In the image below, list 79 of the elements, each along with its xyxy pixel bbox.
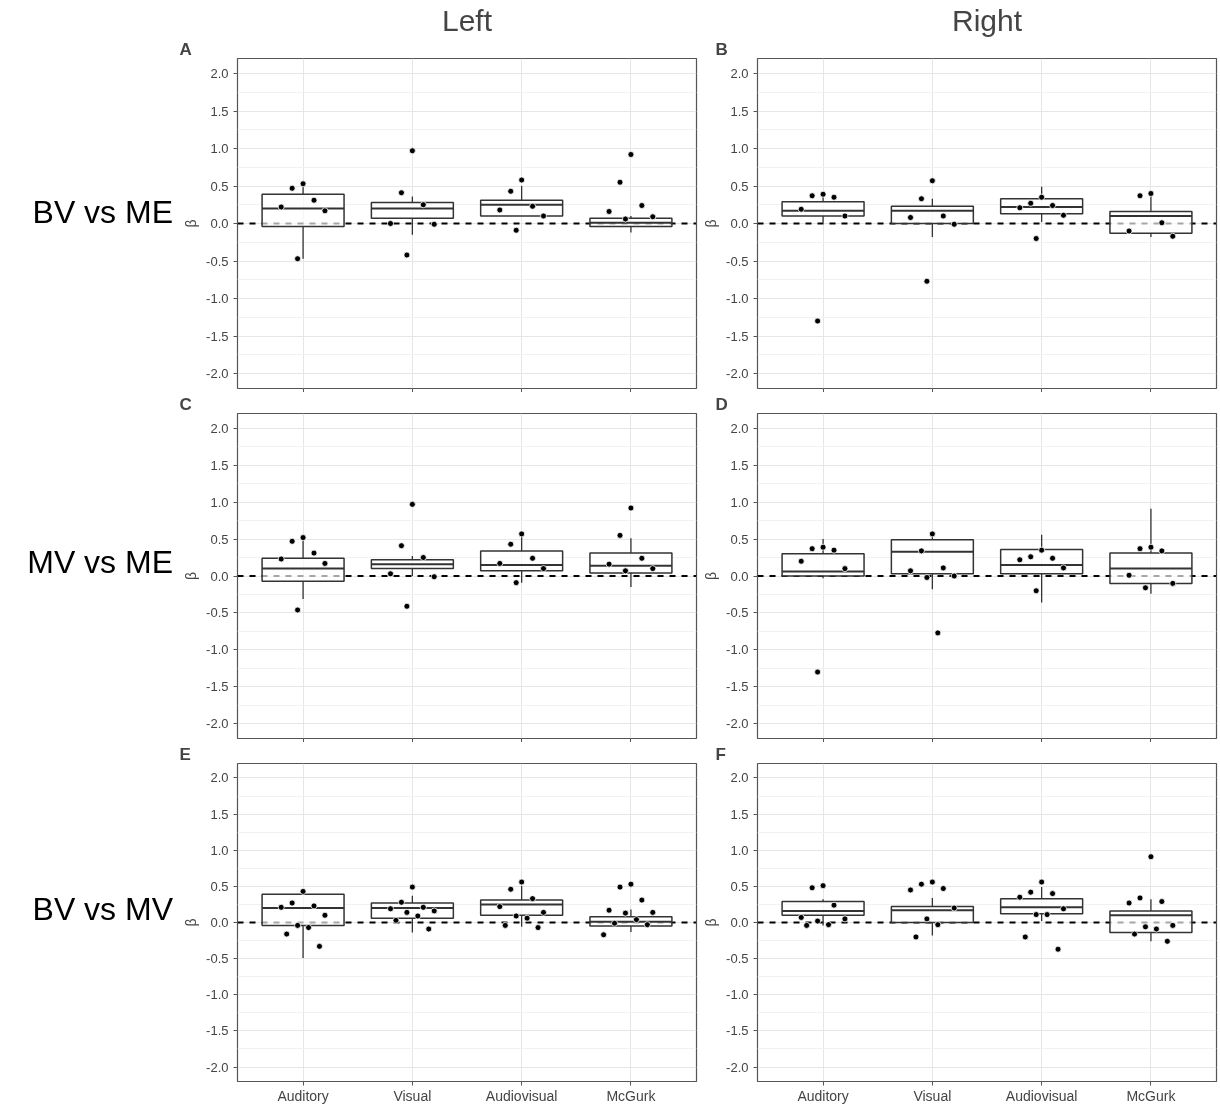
- y-tick-label: -1.0: [726, 987, 749, 1003]
- y-tick-label: -0.5: [206, 605, 229, 621]
- y-tick-label: -2.0: [726, 1059, 749, 1075]
- y-tick-label: -1.0: [206, 642, 229, 658]
- y-tick-label: -2.0: [206, 716, 229, 732]
- y-tick-label: 1.0: [210, 141, 229, 156]
- text: MV vs ME: [27, 543, 173, 582]
- y-tick-label: 0.0: [210, 915, 229, 930]
- y-tick-label: 2.0: [210, 66, 229, 81]
- chart-title: Left: [441, 3, 493, 37]
- y-tick-label: -2.0: [206, 366, 229, 381]
- y-tick-label: 1.0: [210, 842, 229, 858]
- y-axis-title: β: [183, 918, 200, 927]
- text: E: [179, 744, 191, 764]
- y-tick-label: 2.0: [730, 66, 749, 81]
- y-tick-label: 2.0: [210, 420, 229, 436]
- x-tick-label: Visual: [913, 1087, 952, 1104]
- y-tick-label: 1.5: [210, 457, 229, 473]
- y-tick-label: -2.0: [726, 366, 749, 381]
- text: F: [715, 744, 726, 764]
- y-tick-label: 0.0: [210, 568, 229, 584]
- y-axis-title: β: [703, 219, 720, 228]
- chart-title: Right: [951, 3, 1023, 37]
- y-tick-label: -0.5: [206, 253, 229, 269]
- y-axis-title: β: [703, 918, 720, 927]
- y-tick-label: -1.5: [206, 1023, 229, 1039]
- text: A: [179, 39, 192, 59]
- y-tick-label: -1.0: [726, 291, 749, 306]
- y-tick-label: 1.0: [730, 842, 749, 858]
- y-axis-title: β: [183, 219, 200, 228]
- text: BV vs MV: [32, 890, 173, 929]
- y-tick-label: 0.0: [210, 216, 229, 231]
- y-tick-label: 1.5: [730, 457, 749, 473]
- text: D: [715, 394, 728, 414]
- y-tick-label: -0.5: [726, 253, 749, 269]
- y-tick-label: -2.0: [726, 716, 749, 732]
- y-tick-label: 0.0: [730, 216, 749, 231]
- y-tick-label: -1.5: [726, 1023, 749, 1039]
- y-tick-label: 0.5: [210, 878, 229, 894]
- y-tick-label: 2.0: [730, 420, 749, 436]
- y-tick-label: -1.5: [726, 328, 749, 344]
- y-tick-label: -0.5: [726, 605, 749, 621]
- y-tick-label: 1.0: [210, 494, 229, 510]
- y-tick-label: 1.5: [730, 103, 749, 119]
- text: C: [179, 394, 192, 414]
- y-tick-label: 0.5: [210, 178, 229, 194]
- y-tick-label: -1.0: [206, 987, 229, 1003]
- x-tick-label: Auditory: [277, 1087, 329, 1104]
- x-tick-label: Audiovisual: [485, 1087, 558, 1104]
- y-tick-label: 1.0: [730, 141, 749, 156]
- y-axis-title: β: [183, 571, 200, 581]
- y-tick-label: -1.0: [206, 291, 229, 306]
- y-tick-label: 0.5: [730, 878, 749, 894]
- y-tick-label: 1.5: [210, 806, 229, 822]
- y-axis-title: β: [703, 571, 720, 581]
- y-tick-label: -0.5: [726, 951, 749, 967]
- x-tick-label: McGurk: [1126, 1087, 1177, 1104]
- y-tick-label: -0.5: [206, 951, 229, 967]
- y-tick-label: -1.0: [726, 642, 749, 658]
- y-tick-label: 0.0: [730, 568, 749, 584]
- x-tick-label: McGurk: [606, 1087, 657, 1104]
- x-tick-label: Auditory: [797, 1087, 849, 1104]
- y-tick-label: 0.5: [210, 531, 229, 547]
- y-tick-label: -1.5: [206, 679, 229, 695]
- x-tick-label: Visual: [393, 1087, 432, 1104]
- x-tick-label: Audiovisual: [1005, 1087, 1078, 1104]
- y-tick-label: 1.5: [210, 103, 229, 119]
- y-tick-label: -1.5: [726, 679, 749, 695]
- y-tick-label: 0.5: [730, 178, 749, 194]
- text: B: [715, 39, 728, 59]
- y-tick-label: 1.0: [730, 494, 749, 510]
- y-tick-label: -1.5: [206, 328, 229, 344]
- text: BV vs ME: [32, 193, 173, 232]
- y-tick-label: 0.5: [730, 531, 749, 547]
- y-tick-label: -2.0: [206, 1059, 229, 1075]
- y-tick-label: 2.0: [730, 770, 749, 786]
- y-tick-label: 2.0: [210, 770, 229, 786]
- y-tick-label: 1.5: [730, 806, 749, 822]
- y-tick-label: 0.0: [730, 915, 749, 930]
